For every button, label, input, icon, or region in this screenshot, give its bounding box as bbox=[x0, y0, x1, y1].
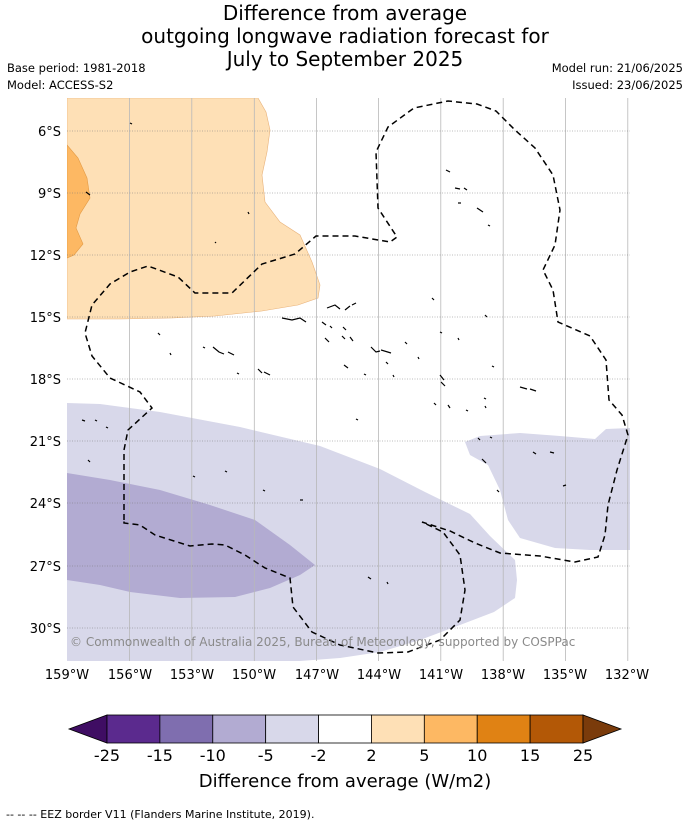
colorbar-bin bbox=[106, 714, 161, 744]
eez-border bbox=[84, 100, 629, 654]
colorbar-title: Difference from average (W/m2) bbox=[198, 771, 492, 792]
title-line-2: outgoing longwave radiation forecast for bbox=[141, 24, 549, 48]
colorbar-extend-low bbox=[67, 714, 108, 744]
lon-label: 147°W bbox=[295, 668, 339, 683]
eez-footnote: -- -- -- EEZ border V11 (Flanders Marine… bbox=[6, 808, 315, 821]
map-title: Difference from average outgoing longwav… bbox=[0, 2, 690, 71]
lon-label: 135°W bbox=[543, 668, 587, 683]
anomaly-region-east bbox=[465, 428, 630, 550]
meta-right: Model run: 21/06/2025 Issued: 23/06/2025 bbox=[552, 60, 683, 94]
colorbar-tick-label: -10 bbox=[200, 746, 226, 765]
colorbar-bin bbox=[423, 714, 478, 744]
colorbar-tick-label: 10 bbox=[467, 746, 487, 765]
lon-label: 153°W bbox=[170, 668, 214, 683]
lat-label: 6°S bbox=[38, 125, 61, 140]
anomaly-region-2-to-5 bbox=[67, 98, 321, 320]
lat-label: 12°S bbox=[30, 249, 61, 264]
meta-left: Base period: 1981-2018 Model: ACCESS-S2 bbox=[7, 60, 146, 94]
colorbar-bin bbox=[212, 714, 267, 744]
base-period: Base period: 1981-2018 bbox=[7, 61, 146, 75]
map-area: © Commonwealth of Australia 2025, Bureau… bbox=[67, 98, 630, 661]
lon-label: 144°W bbox=[357, 668, 401, 683]
colorbar-tick-label: 5 bbox=[419, 746, 429, 765]
colorbar-extend-high bbox=[582, 714, 623, 744]
lat-label: 15°S bbox=[30, 311, 61, 326]
colorbar-tick-label: -25 bbox=[94, 746, 120, 765]
colorbar-tick-label: -15 bbox=[147, 746, 173, 765]
colorbar-tick-label: -5 bbox=[258, 746, 274, 765]
colorbar: -25 -15 -10 -5 -2 2 5 10 15 25 bbox=[67, 714, 623, 765]
lon-label: 141°W bbox=[419, 668, 463, 683]
lon-label: 159°W bbox=[45, 668, 89, 683]
title-line-1: Difference from average bbox=[222, 1, 468, 25]
lon-label: 132°W bbox=[605, 668, 649, 683]
colorbar-bin bbox=[265, 714, 319, 744]
title-line-3: July to September 2025 bbox=[226, 47, 464, 71]
lon-label: 138°W bbox=[481, 668, 525, 683]
colorbar-bin bbox=[159, 714, 214, 744]
anomaly-region-5-to-10 bbox=[67, 144, 91, 259]
longitude-labels: 159°W 156°W 153°W 150°W 147°W 144°W 141°… bbox=[45, 668, 649, 683]
lat-label: 9°S bbox=[38, 187, 61, 202]
copyright-text: © Commonwealth of Australia 2025, Bureau… bbox=[70, 635, 575, 649]
colorbar-tick-label: 2 bbox=[366, 746, 376, 765]
colorbar-bin bbox=[318, 714, 372, 744]
latitude-labels: 6°S 9°S 12°S 15°S 18°S 21°S 24°S 27°S 30… bbox=[30, 125, 61, 637]
colorbar-bin bbox=[476, 714, 531, 744]
model-run-date: Model run: 21/06/2025 bbox=[551, 61, 683, 75]
anomaly-region-minus10-to-minus5 bbox=[67, 473, 315, 598]
colorbar-tick-label: 15 bbox=[520, 746, 540, 765]
lat-label: 30°S bbox=[30, 622, 61, 637]
lat-label: 27°S bbox=[30, 560, 61, 575]
lat-label: 18°S bbox=[30, 373, 61, 388]
colorbar-tick-label: 25 bbox=[573, 746, 593, 765]
gridlines bbox=[129, 98, 629, 661]
colorbar-bin bbox=[529, 714, 584, 744]
lat-label: 24°S bbox=[30, 497, 61, 512]
model-name: Model: ACCESS-S2 bbox=[7, 78, 114, 92]
islands bbox=[81, 122, 567, 585]
colorbar-tick-label: -2 bbox=[311, 746, 327, 765]
lon-label: 150°W bbox=[232, 668, 276, 683]
colorbar-bin bbox=[371, 714, 425, 744]
lat-label: 21°S bbox=[30, 435, 61, 450]
issued-date: Issued: 23/06/2025 bbox=[572, 78, 683, 92]
lon-label: 156°W bbox=[108, 668, 152, 683]
